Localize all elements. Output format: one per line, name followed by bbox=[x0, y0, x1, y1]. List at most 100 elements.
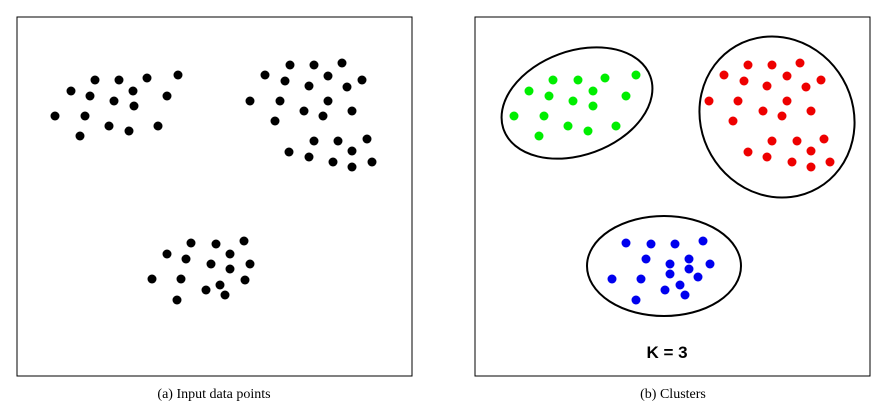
input-data-point bbox=[260, 70, 270, 80]
input-data-point bbox=[186, 238, 196, 248]
cluster-blue-point bbox=[670, 239, 680, 249]
input-data-point bbox=[357, 75, 367, 85]
input-data-point bbox=[323, 96, 333, 106]
input-data-point bbox=[142, 73, 152, 83]
input-data-point bbox=[342, 82, 352, 92]
cluster-green-boundary bbox=[500, 46, 654, 160]
cluster-red-point bbox=[806, 106, 816, 116]
input-data-point bbox=[284, 147, 294, 157]
cluster-blue-point bbox=[693, 272, 703, 282]
k-value-label: K = 3 bbox=[646, 343, 687, 362]
input-data-point bbox=[328, 157, 338, 167]
input-data-point bbox=[347, 146, 357, 156]
cluster-red-point bbox=[739, 76, 749, 86]
input-data-point bbox=[85, 91, 95, 101]
cluster-red-point bbox=[782, 71, 792, 81]
panel-clusters: K = 3 (b) Clusters bbox=[474, 16, 871, 402]
cluster-blue-point bbox=[631, 295, 641, 305]
input-data-point bbox=[245, 259, 255, 269]
cluster-red-point bbox=[704, 96, 714, 106]
cluster-blue-point bbox=[684, 254, 694, 264]
cluster-blue-point bbox=[621, 238, 631, 248]
cluster-red-point bbox=[743, 147, 753, 157]
input-data-point bbox=[147, 274, 157, 284]
cluster-red-point bbox=[801, 82, 811, 92]
cluster-red-point bbox=[825, 157, 835, 167]
input-data-point bbox=[104, 121, 114, 131]
cluster-red-point bbox=[758, 106, 768, 116]
cluster-blue-point bbox=[684, 264, 694, 274]
cluster-red-point bbox=[782, 96, 792, 106]
input-data-point bbox=[225, 264, 235, 274]
input-data-point bbox=[172, 295, 182, 305]
cluster-green-point bbox=[534, 131, 544, 141]
cluster-green-point bbox=[524, 86, 534, 96]
cluster-red-point bbox=[762, 152, 772, 162]
input-data-point bbox=[176, 274, 186, 284]
cluster-green-point bbox=[600, 73, 610, 83]
cluster-red-point bbox=[787, 157, 797, 167]
input-data-point bbox=[347, 162, 357, 172]
cluster-green-point bbox=[548, 75, 558, 85]
input-data-point bbox=[124, 126, 134, 136]
cluster-red-point bbox=[777, 111, 787, 121]
input-data-point bbox=[318, 111, 328, 121]
panel-input-data-points: (a) Input data points bbox=[16, 16, 413, 402]
input-data-point bbox=[129, 101, 139, 111]
input-data-point bbox=[66, 86, 76, 96]
input-data-point bbox=[280, 76, 290, 86]
input-data-point bbox=[80, 111, 90, 121]
cluster-blue-point bbox=[641, 254, 651, 264]
input-data-point bbox=[201, 285, 211, 295]
input-data-point bbox=[114, 75, 124, 85]
input-data-point bbox=[347, 106, 357, 116]
panel-clusters-caption: (b) Clusters bbox=[640, 387, 706, 402]
cluster-green-point bbox=[588, 101, 598, 111]
cluster-red-point bbox=[806, 162, 816, 172]
input-data-point bbox=[128, 86, 138, 96]
input-data-point bbox=[362, 134, 372, 144]
cluster-blue-point bbox=[675, 280, 685, 290]
input-data-point bbox=[309, 136, 319, 146]
input-data-point bbox=[109, 96, 119, 106]
input-data-point bbox=[367, 157, 377, 167]
cluster-blue-point bbox=[680, 290, 690, 300]
input-data-point bbox=[309, 60, 319, 70]
cluster-blue-point bbox=[636, 274, 646, 284]
input-data-points-group bbox=[50, 58, 377, 305]
cluster-red-point bbox=[762, 81, 772, 91]
cluster-red-boundary bbox=[698, 35, 856, 199]
input-data-point bbox=[304, 81, 314, 91]
input-data-point bbox=[245, 96, 255, 106]
cluster-green-point bbox=[573, 75, 583, 85]
input-data-point bbox=[215, 280, 225, 290]
cluster-red-point bbox=[819, 134, 829, 144]
cluster-blue-point bbox=[698, 236, 708, 246]
input-data-point bbox=[206, 259, 216, 269]
input-data-point bbox=[239, 236, 249, 246]
cluster-green-point bbox=[588, 86, 598, 96]
cluster-blue-point bbox=[660, 285, 670, 295]
input-data-point bbox=[285, 60, 295, 70]
cluster-green-point bbox=[568, 96, 578, 106]
cluster-green-point bbox=[631, 70, 641, 80]
input-data-point bbox=[270, 116, 280, 126]
cluster-red-point bbox=[743, 60, 753, 70]
cluster-blue-point bbox=[665, 269, 675, 279]
cluster-green-point bbox=[611, 121, 621, 131]
cluster-green-point bbox=[621, 91, 631, 101]
input-data-point bbox=[211, 239, 221, 249]
cluster-blue-boundary bbox=[586, 215, 742, 317]
cluster-red-point bbox=[795, 58, 805, 68]
cluster-blue-point bbox=[646, 239, 656, 249]
input-data-point bbox=[162, 249, 172, 259]
input-data-point bbox=[337, 58, 347, 68]
cluster-red-point bbox=[816, 75, 826, 85]
cluster-green-point bbox=[544, 91, 554, 101]
panel-clusters-frame bbox=[474, 16, 871, 377]
input-data-point bbox=[90, 75, 100, 85]
panel-input-frame bbox=[16, 16, 413, 377]
cluster-red-point bbox=[767, 136, 777, 146]
cluster-blue-point bbox=[607, 274, 617, 284]
